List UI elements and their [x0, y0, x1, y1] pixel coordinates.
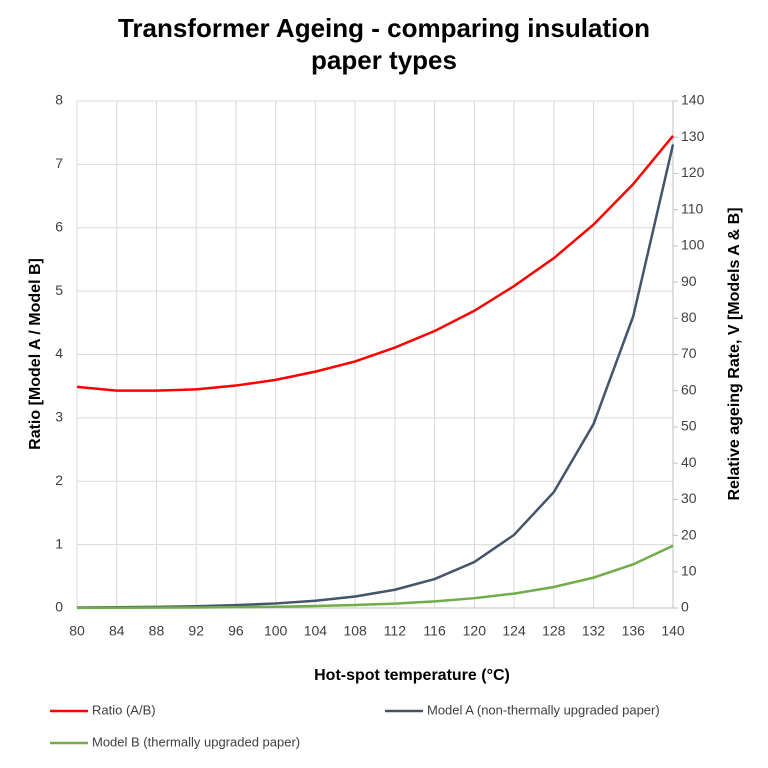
x-tick-label: 140 — [661, 623, 685, 639]
x-tick-label: 84 — [109, 623, 125, 639]
legend-label: Model B (thermally upgraded paper) — [92, 734, 300, 749]
series-line — [76, 544, 674, 610]
y2-axis-title: Relative ageing Rate, V [Models A & B] — [726, 207, 743, 500]
y-axis-title: Ratio [Model A / Model B] — [27, 258, 44, 450]
x-axis-title: Hot-spot temperature (°C) — [314, 667, 510, 684]
y2-tick-label: 120 — [681, 164, 705, 180]
y-tick-label: 7 — [55, 155, 63, 171]
x-tick-label: 132 — [582, 623, 606, 639]
series-line — [76, 135, 674, 392]
y2-tick-label: 30 — [681, 490, 697, 506]
y2-tick-label: 100 — [681, 237, 705, 253]
x-tick-label: 112 — [384, 623, 407, 639]
y-tick-label: 4 — [55, 345, 63, 361]
y-tick-label: 6 — [55, 218, 63, 234]
y-tick-label: 8 — [55, 92, 63, 108]
y2-tick-label: 90 — [681, 273, 697, 289]
y2-tick-label: 60 — [681, 381, 697, 397]
y-tick-label: 3 — [55, 409, 63, 425]
x-tick-label: 88 — [149, 623, 165, 639]
y-tick-label: 5 — [55, 282, 63, 298]
y-tick-label: 1 — [55, 535, 63, 551]
x-tick-label: 136 — [622, 623, 646, 639]
y2-tick-label: 50 — [681, 418, 697, 434]
y2-tick-label: 0 — [681, 599, 689, 615]
y2-tick-label: 110 — [681, 200, 704, 216]
y2-tick-label: 20 — [681, 526, 697, 542]
x-tick-label: 128 — [542, 623, 566, 639]
y2-tick-label: 70 — [681, 345, 697, 361]
x-tick-label: 116 — [423, 623, 446, 639]
y2-tick-label: 10 — [681, 562, 697, 578]
y-tick-label: 0 — [55, 599, 63, 615]
x-tick-label: 100 — [264, 623, 288, 639]
y2-tick-label: 130 — [681, 128, 705, 144]
x-tick-label: 120 — [463, 623, 487, 639]
x-tick-label: 80 — [69, 623, 85, 639]
x-tick-label: 104 — [304, 623, 328, 639]
x-tick-label: 124 — [502, 623, 526, 639]
y2-tick-label: 40 — [681, 454, 697, 470]
x-tick-label: 96 — [228, 623, 244, 639]
y2-tick-label: 140 — [681, 92, 705, 108]
x-tick-label: 92 — [188, 623, 204, 639]
legend-label: Ratio (A/B) — [92, 702, 156, 717]
series-line — [76, 144, 675, 609]
legend-label: Model A (non-thermally upgraded paper) — [427, 702, 660, 717]
x-tick-label: 108 — [343, 623, 367, 639]
y-tick-label: 2 — [55, 472, 63, 488]
y2-tick-label: 80 — [681, 309, 697, 325]
chart-title: Transformer Ageing - comparing insulatio… — [117, 13, 651, 75]
